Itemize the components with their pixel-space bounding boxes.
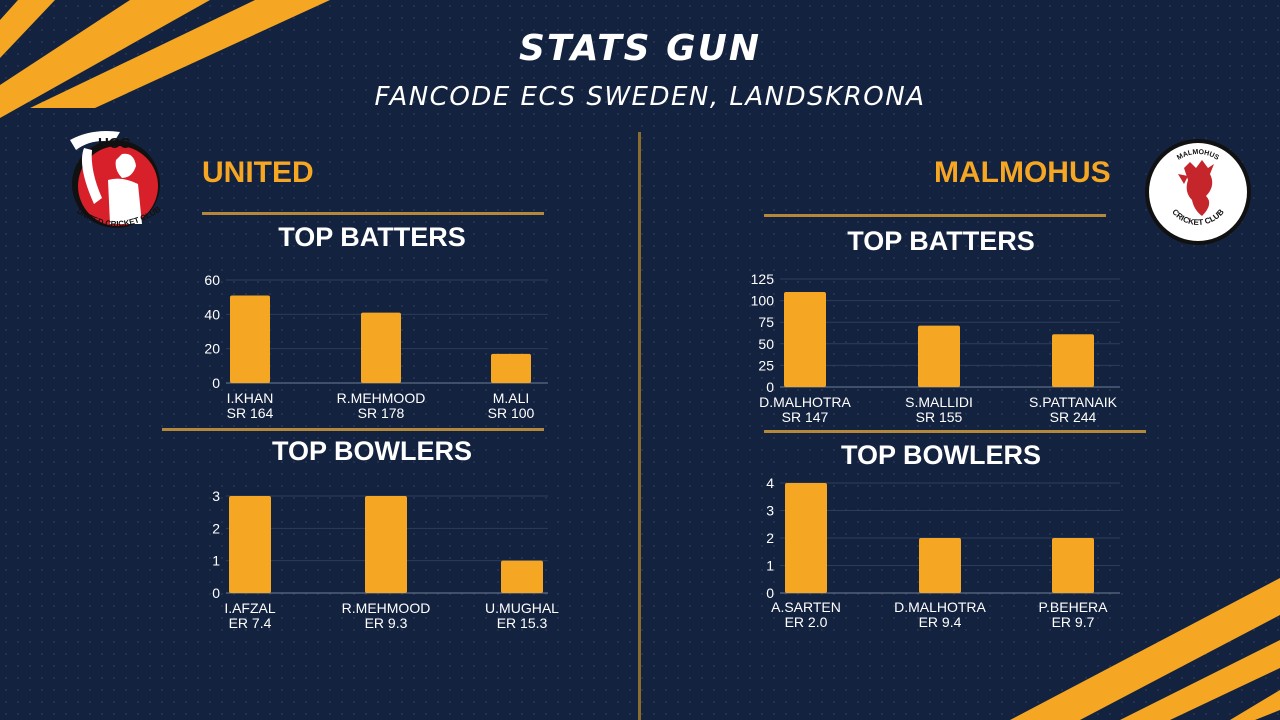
- x-category-label: R.MEHMOOD: [342, 600, 431, 616]
- bar-d-malhotra: [919, 538, 961, 593]
- x-category-label: D.MALHOTRA: [894, 599, 986, 615]
- y-tick-label: 4: [766, 475, 774, 491]
- malmohus-section-rule: [764, 430, 1146, 433]
- y-tick-label: 0: [766, 585, 774, 601]
- x-sublabel: SR 244: [1050, 409, 1097, 425]
- svg-text:UCC: UCC: [98, 135, 131, 152]
- united-section-rule: [162, 428, 544, 431]
- page-title: STATS GUN: [518, 28, 762, 69]
- y-tick-label: 3: [212, 488, 220, 504]
- bar-p-behera: [1052, 538, 1094, 593]
- x-sublabel: ER 9.3: [365, 615, 408, 631]
- malmohus-bowlers-title: TOP BOWLERS: [840, 440, 1042, 470]
- x-category-label: S.PATTANAIK: [1029, 394, 1118, 410]
- x-sublabel: ER 15.3: [497, 615, 548, 631]
- x-sublabel: ER 7.4: [229, 615, 272, 631]
- x-sublabel: SR 100: [488, 405, 535, 421]
- bar-u-mughal: [501, 560, 543, 593]
- y-tick-label: 60: [204, 272, 220, 288]
- x-category-label: S.MALLIDI: [905, 394, 973, 410]
- x-category-label: I.KHAN: [227, 390, 274, 406]
- bar-s-pattanaik: [1052, 334, 1094, 387]
- united-header-rule: [202, 212, 544, 215]
- x-sublabel: SR 155: [916, 409, 963, 425]
- team-name-united: UNITED: [202, 156, 314, 189]
- y-tick-label: 0: [766, 379, 774, 395]
- y-tick-label: 20: [204, 341, 220, 357]
- x-category-label: U.MUGHAL: [485, 600, 559, 616]
- bar-m-ali: [491, 353, 531, 383]
- bar-r-mehmood: [361, 312, 401, 383]
- x-category-label: A.SARTEN: [771, 599, 841, 615]
- united-bowlers-title: TOP BOWLERS: [271, 436, 473, 466]
- page-subtitle: FANCODE ECS SWEDEN, LANDSKRONA: [374, 82, 926, 112]
- y-tick-label: 2: [212, 520, 220, 536]
- y-tick-label: 40: [204, 306, 220, 322]
- y-tick-label: 1: [212, 553, 220, 569]
- bar-r-mehmood: [365, 496, 407, 593]
- malmohus-header-rule: [764, 214, 1106, 217]
- y-tick-label: 0: [212, 585, 220, 601]
- bar-i-khan: [230, 295, 270, 383]
- malmohus-batters-title: TOP BATTERS: [847, 226, 1035, 256]
- y-tick-label: 3: [766, 503, 774, 519]
- y-tick-label: 75: [758, 314, 774, 330]
- x-category-label: D.MALHOTRA: [759, 394, 851, 410]
- bar-a-sarten: [785, 483, 827, 593]
- bar-i-afzal: [229, 496, 271, 593]
- x-sublabel: SR 147: [782, 409, 829, 425]
- y-tick-label: 0: [212, 375, 220, 391]
- bar-s-mallidi: [918, 325, 960, 387]
- x-category-label: P.BEHERA: [1039, 599, 1109, 615]
- united-batters-title: TOP BATTERS: [278, 222, 466, 252]
- y-tick-label: 100: [751, 293, 775, 309]
- malmohus-logo: MALMOHUS CRICKET CLUB: [1145, 139, 1251, 245]
- center-divider: [638, 132, 641, 720]
- y-tick-label: 1: [766, 558, 774, 574]
- y-tick-label: 25: [758, 357, 774, 373]
- y-tick-label: 2: [766, 530, 774, 546]
- team-name-malmohus: MALMOHUS: [934, 156, 1111, 189]
- x-category-label: M.ALI: [493, 390, 530, 406]
- x-category-label: R.MEHMOOD: [337, 390, 426, 406]
- y-tick-label: 50: [758, 336, 774, 352]
- x-sublabel: ER 9.4: [919, 614, 962, 630]
- x-sublabel: SR 164: [227, 405, 274, 421]
- x-sublabel: ER 2.0: [785, 614, 828, 630]
- united-logo: UCC UNITED CRICKET CLUB: [70, 131, 163, 229]
- x-sublabel: SR 178: [358, 405, 405, 421]
- y-tick-label: 125: [751, 271, 775, 287]
- bar-d-malhotra: [784, 291, 826, 387]
- x-sublabel: ER 9.7: [1052, 614, 1095, 630]
- x-category-label: I.AFZAL: [224, 600, 276, 616]
